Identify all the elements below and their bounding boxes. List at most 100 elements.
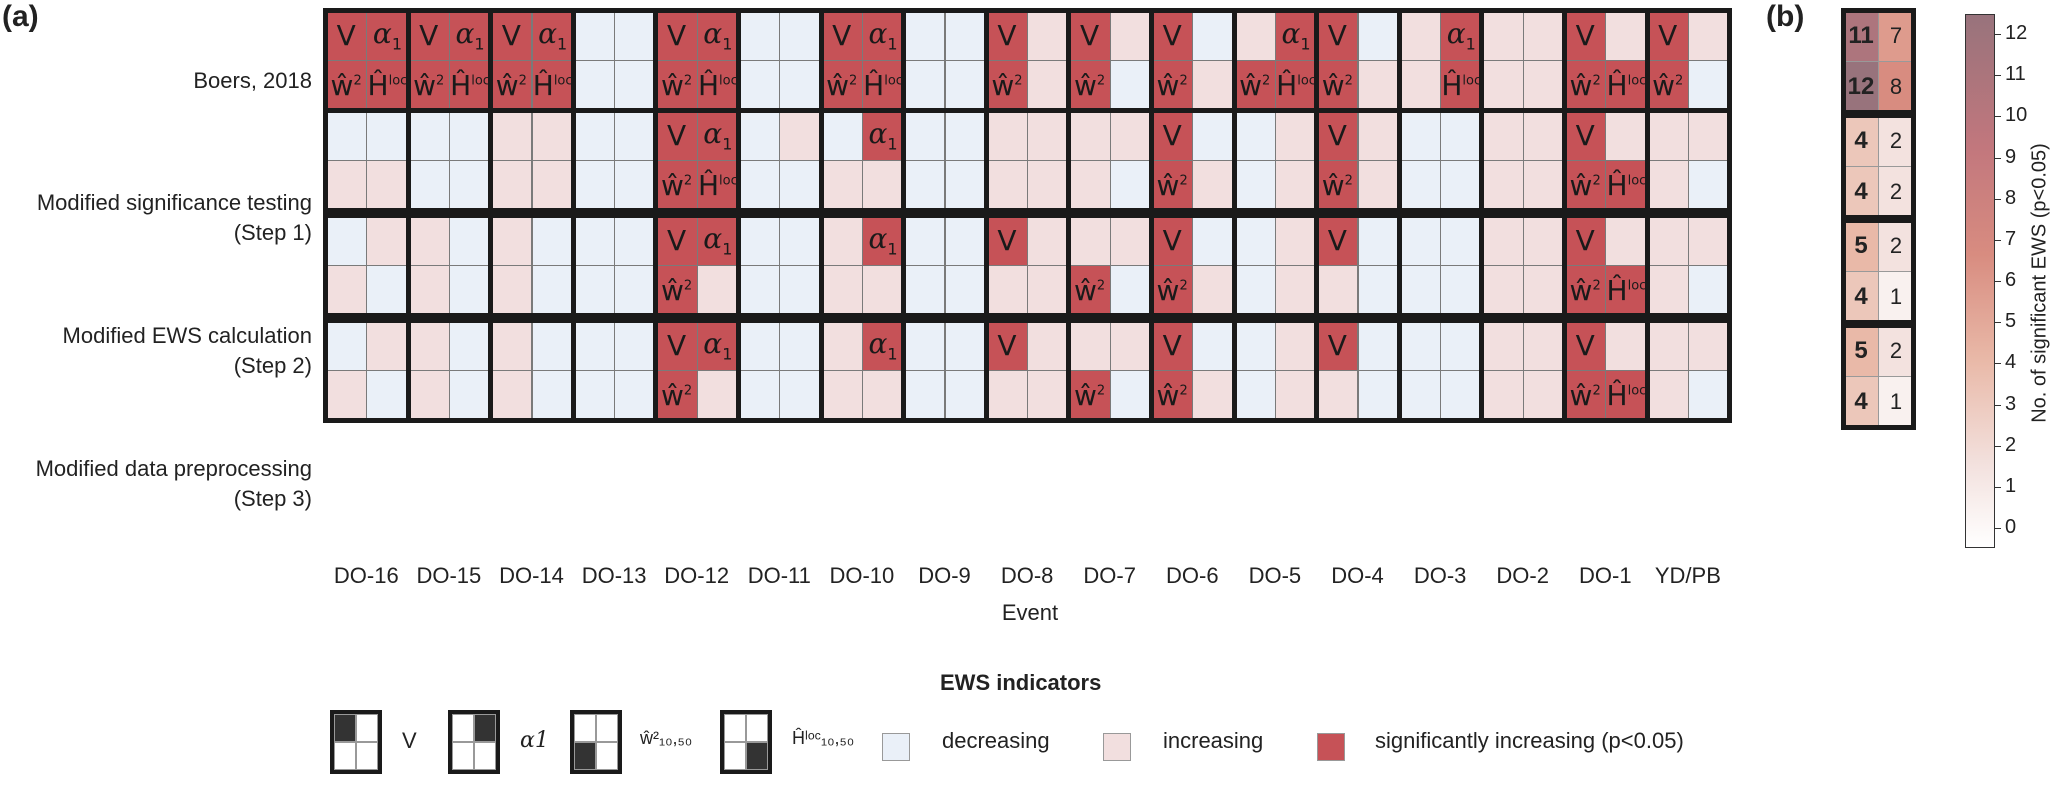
indicator-glyph: V (666, 19, 687, 52)
heatmap-cell (1522, 160, 1565, 211)
indicator-glyph: ŵ2 (1073, 69, 1106, 102)
legend-swatch-increasing (1103, 733, 1131, 761)
indicator-glyph: ŵ2 (660, 379, 693, 412)
heatmap-cell (531, 265, 574, 316)
indicator-glyph: V (1162, 329, 1182, 362)
heatmap-cell (985, 160, 1029, 211)
heatmap-cell (1357, 215, 1400, 266)
heatmap-cell (944, 265, 987, 316)
indicator-glyph: V (501, 19, 521, 52)
legend-title: EWS indicators (940, 670, 1102, 695)
indicator-glyph: V (336, 19, 356, 52)
heatmap-cell (531, 320, 574, 371)
heatmap-cell (1027, 10, 1070, 61)
heatmap-cell (572, 110, 616, 161)
heatmap-cell (1398, 60, 1442, 111)
heatmap-cell: ŵ2 (1068, 60, 1111, 111)
heatmap-cell (1440, 160, 1483, 211)
heatmap-cell (944, 110, 987, 161)
indicator-glyph: α1 (868, 17, 898, 54)
indicator-glyph: Ĥloc (1606, 274, 1647, 307)
heatmap-cell (779, 265, 822, 316)
panel-b-label: (b) (1766, 0, 1805, 33)
heatmap-cell: Ĥloc (696, 160, 739, 211)
indicator-glyph: ŵ2 (660, 69, 693, 102)
heatmap-cell: Ĥloc (1605, 265, 1648, 316)
heatmap-cell (1192, 110, 1235, 161)
heatmap-cell (614, 215, 657, 266)
count-cell: 4 (1843, 376, 1879, 428)
heatmap-cell: V (655, 320, 698, 371)
heatmap-cell (1522, 10, 1565, 61)
heatmap-cell: V (1151, 110, 1194, 161)
count-cell: 4 (1843, 166, 1879, 218)
x-tick-label: DO-13 (581, 563, 647, 588)
heatmap-cell (1522, 215, 1565, 266)
heatmap-cell (1481, 320, 1524, 371)
heatmap-cell (366, 370, 409, 421)
heatmap-cell (820, 370, 863, 421)
heatmap-cell (366, 160, 409, 211)
heatmap-cell (531, 370, 574, 421)
heatmap-cell: V (1151, 215, 1194, 266)
heatmap-cell (820, 320, 863, 371)
heatmap-cell (1233, 160, 1276, 211)
heatmap-cell (325, 160, 368, 211)
row-label-boers: Boers, 2018 (193, 66, 312, 96)
heatmap-cell: Ĥloc (1274, 60, 1318, 111)
x-tick-label: DO-2 (1496, 563, 1549, 588)
heatmap-cell: ŵ2 (1151, 370, 1194, 421)
indicator-glyph: α1 (703, 17, 733, 54)
heatmap-cell (1687, 60, 1731, 111)
heatmap-cell (325, 215, 368, 266)
colorbar-tick-mark (1995, 404, 2001, 406)
indicator-glyph: Ĥloc (1606, 169, 1647, 202)
heatmap-cell: V (1646, 10, 1689, 61)
heatmap-cell (779, 215, 822, 266)
indicator-glyph: α1 (703, 327, 733, 364)
indicator-glyph: α1 (1446, 17, 1476, 54)
heatmap-cell: ŵ2 (1564, 265, 1607, 316)
heatmap-cell (531, 160, 574, 211)
heatmap-cell (407, 215, 450, 266)
heatmap-cell: Ĥloc (531, 60, 574, 111)
heatmap-cell (407, 110, 450, 161)
heatmap-cell (1192, 370, 1235, 421)
count-cell: 12 (1843, 61, 1879, 113)
heatmap-cell (1481, 10, 1524, 61)
heatmap-cell (490, 160, 533, 211)
heatmap-cell: ŵ2 (1564, 160, 1607, 211)
heatmap-cell: ŵ2 (1564, 60, 1607, 111)
heatmap-cell (1687, 10, 1731, 61)
heatmap-cell (820, 265, 863, 316)
indicator-glyph: V (666, 224, 687, 257)
heatmap-cell (325, 320, 368, 371)
legend-label-decreasing: decreasing (942, 728, 1050, 753)
heatmap-cell (1687, 110, 1731, 161)
x-tick-label: DO-15 (416, 563, 482, 588)
indicator-glyph: V (1575, 224, 1595, 257)
indicator-glyph: α1 (703, 117, 733, 154)
heatmap-cell (1192, 10, 1235, 61)
colorbar-tick-label: 1 (2005, 474, 2017, 497)
heatmap-cell (903, 60, 946, 111)
heatmap-cell (820, 160, 863, 211)
indicator-glyph: V (997, 224, 1017, 257)
count-cell: 5 (1843, 220, 1879, 272)
heatmap-cell (779, 370, 822, 421)
heatmap-cell: V (490, 10, 533, 61)
colorbar-tick-mark (1995, 445, 2001, 447)
legend-label-w2: ŵ²₁₀,₅₀ (640, 728, 693, 748)
indicator-glyph: α1 (538, 17, 568, 54)
heatmap-cell (1027, 265, 1070, 316)
heatmap-cell: ŵ2 (655, 60, 698, 111)
indicator-glyph: ŵ2 (660, 274, 693, 307)
indicator-glyph: ŵ2 (991, 69, 1023, 102)
indicator-glyph: Ĥloc (1606, 69, 1647, 102)
colorbar-tick-mark (1995, 528, 2001, 529)
heatmap-cell: V (1316, 10, 1359, 61)
heatmap-cell (572, 60, 616, 111)
heatmap-cell: ŵ2 (655, 370, 698, 421)
heatmap-cell (1522, 320, 1565, 371)
heatmap-cell: V (1564, 215, 1607, 266)
